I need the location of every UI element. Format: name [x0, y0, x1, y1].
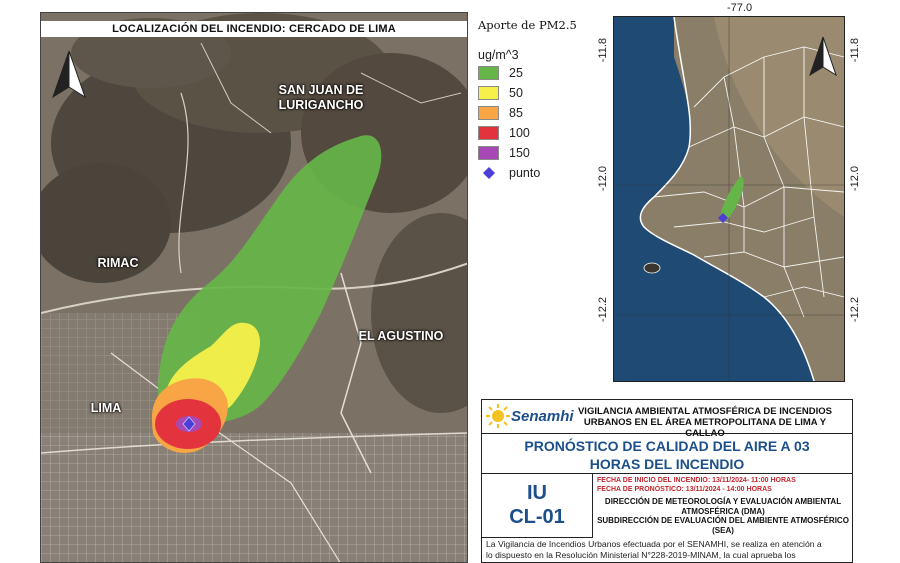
- forecast-line-1: PRONÓSTICO DE CALIDAD DEL AIRE A 03: [524, 438, 810, 454]
- info-box: Senamhi VIGILANCIA AMBIENTAL ATMOSFÉRICA…: [481, 399, 853, 563]
- start-date: FECHA DE INICIO DEL INCENDIO: 13/11/2024…: [597, 477, 796, 484]
- label-lima: LIMA: [90, 401, 122, 415]
- legend-swatch: [478, 145, 499, 160]
- main-map[interactable]: LOCALIZACIÓN DEL INCENDIO: CERCADO DE LI…: [40, 12, 468, 563]
- label-el-agustino: EL AGUSTINO: [358, 329, 444, 343]
- inset-lat-bottom-left: -12.2: [597, 297, 609, 323]
- legend-item-label: 150: [509, 145, 530, 160]
- legend-item: 100: [478, 123, 598, 142]
- info-header: Senamhi VIGILANCIA AMBIENTAL ATMOSFÉRICA…: [482, 400, 852, 439]
- pm25-plume: [152, 135, 382, 453]
- subdirection-name: SUBDIRECCIÓN DE EVALUACIÓN DEL AMBIENTE …: [597, 516, 849, 535]
- legend-item-label: 25: [509, 65, 523, 80]
- legend-item-label: 50: [509, 85, 523, 100]
- report-code: IU CL-01: [482, 474, 593, 538]
- legend-item: 50: [478, 83, 598, 102]
- inset-basemap: [614, 17, 844, 381]
- forecast-line-2: HORAS DEL INCENDIO: [589, 456, 745, 472]
- legend-item: 25: [478, 63, 598, 82]
- legend-swatch: [478, 125, 499, 140]
- forecast-date: FECHA DE PRONÓSTICO: 13/11/2024 - 14:00 …: [597, 486, 772, 493]
- body-line-1: La Vigilancia de Incendios Urbanos efect…: [486, 539, 822, 549]
- main-map-title: LOCALIZACIÓN DEL INCENDIO: CERCADO DE LI…: [41, 21, 467, 37]
- diamond-icon: [478, 166, 499, 180]
- senamhi-wordmark: Senamhi: [511, 408, 574, 425]
- satellite-basemap: [41, 13, 467, 562]
- legend-unit: ug/m^3: [478, 48, 519, 62]
- legend: Aporte de PM2.5 ug/m^3 25 50 85 100 150 punt…: [478, 18, 598, 182]
- legend-point-row: punto: [478, 163, 598, 182]
- forecast-title: PRONÓSTICO DE CALIDAD DEL AIRE A 03 HORA…: [482, 434, 852, 474]
- inset-lon-label: -77.0: [727, 2, 753, 14]
- legend-swatch: [478, 105, 499, 120]
- inset-lat-top-right: -11.8: [849, 38, 861, 63]
- fire-point: [182, 416, 196, 432]
- legend-point-label: punto: [509, 165, 541, 180]
- north-arrow-icon: [52, 50, 86, 99]
- sun-icon: [486, 404, 510, 428]
- info-details: FECHA DE INICIO DEL INCENDIO: 13/11/2024…: [597, 476, 849, 535]
- inset-lat-top-left: -11.8: [597, 38, 609, 63]
- legend-swatch: [478, 65, 499, 80]
- inset-lat-mid-left: -12.0: [597, 166, 609, 192]
- org-line-2: URBANOS EN EL ÁREA METROPOLITANA DE LIMA…: [583, 417, 827, 439]
- code-line-1: IU: [527, 482, 547, 504]
- north-arrow-icon: [809, 36, 837, 77]
- inset-lat-mid-right: -12.0: [849, 166, 861, 192]
- info-body-text: La Vigilancia de Incendios Urbanos efect…: [486, 539, 848, 561]
- legend-title: Aporte de PM2.5: [478, 18, 577, 32]
- legend-item: 85: [478, 103, 598, 122]
- inset-map[interactable]: [613, 16, 845, 382]
- legend-item: 150: [478, 143, 598, 162]
- body-line-2: lo dispuesto en la Resolución Ministeria…: [486, 550, 796, 560]
- info-org-title: VIGILANCIA AMBIENTAL ATMOSFÉRICA DE INCE…: [570, 406, 840, 439]
- legend-items: 25 50 85 100 150: [478, 63, 598, 162]
- direction-name: DIRECCIÓN DE METEOROLOGÍA Y EVALUACIÓN A…: [604, 497, 842, 516]
- legend-item-label: 100: [509, 125, 530, 140]
- org-line-1: VIGILANCIA AMBIENTAL ATMOSFÉRICA DE INCE…: [577, 406, 833, 417]
- senamhi-logo: Senamhi: [486, 402, 574, 432]
- label-san-juan-de-lurigancho: SAN JUAN DE LURIGANCHO: [278, 83, 364, 112]
- legend-swatch: [478, 85, 499, 100]
- label-rimac: RIMAC: [97, 256, 139, 270]
- legend-item-label: 85: [509, 105, 523, 120]
- code-line-2: CL-01: [509, 506, 565, 528]
- inset-lat-bottom-right: -12.2: [849, 297, 861, 323]
